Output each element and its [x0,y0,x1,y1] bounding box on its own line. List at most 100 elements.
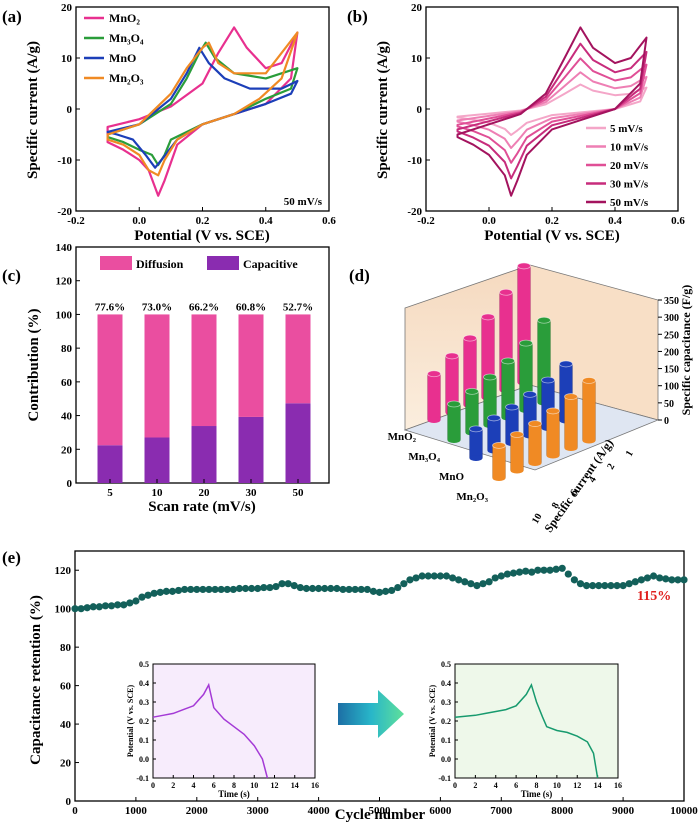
cv-curve-10-mV-s [456,71,648,149]
bar3d-top-Mn2O3-8 [510,431,524,438]
inset-2-y-tick-label: 0.0 [441,755,451,764]
cv-curve-MnO2 [106,26,299,197]
panel-e-x-tick-label: 2000 [186,805,209,817]
retention-point [101,602,110,610]
retention-point [266,583,274,592]
retention-point [150,589,158,597]
bar3d-top-Mn3O4-6 [483,373,497,381]
inset-2-y-tick-label: 0.5 [441,660,451,669]
retention-point [400,580,408,588]
panel-c-y-tick-label: 80 [61,343,73,355]
legend-label-30-mV-s: 30 mV/s [610,179,649,191]
panel-d-material-label-Mn3O4: Mn₃O₄ [408,451,440,463]
panel-d-material-label-MnO: MnO [439,471,465,483]
panel-d-z-tick-label: 50 [664,399,674,410]
retention-point [595,582,603,590]
panel-c-y-tick-label: 60 [61,377,73,389]
legend-label-diffusion: Diffusion [136,257,184,271]
panel-e-y-tick-label: 80 [60,642,72,654]
retention-point [418,572,426,580]
bar-diffusion-50 [285,314,311,404]
retention-point [272,582,280,591]
retention-point [181,585,189,594]
retention-point [357,585,365,594]
retention-point [631,578,639,586]
panel-a-x-tick-label: 0.2 [196,215,210,227]
retention-point [217,585,225,594]
retention-point [528,568,536,576]
bar3d-top-Mn2O3-2 [564,393,578,400]
bar3d-top-Mn3O4-8 [465,387,479,395]
inset-1-x-tick-label: 14 [291,781,299,790]
retention-point [211,585,219,594]
retention-point [327,584,335,593]
bar-capacitive-5 [97,445,123,483]
panel-d-material-label-MnO2: MnO₂ [388,431,417,443]
retention-point [89,603,97,611]
panel-a-y-tick-label: 0 [67,104,73,116]
final-retention-annotation: 115% [637,589,671,604]
panel-b-x-tick-label: 0.4 [608,215,622,227]
panel-d-z-tick-label: 250 [664,330,679,341]
retention-point [680,576,688,584]
bar-capacitive-30 [238,416,264,483]
retention-point [601,582,609,590]
retention-point [515,568,524,576]
retention-point [491,574,499,582]
retention-point [424,572,432,580]
retention-point [162,587,170,595]
panel-d-current-tick-label: 6 [568,488,580,498]
panel-e-x-tick-label: 8000 [551,805,574,817]
bar-data-label-10: 73.0% [142,301,172,313]
y-axis-label-c: Contribution (%) [26,309,42,422]
bar3d-base-Mn2O3-6 [528,460,542,466]
retention-point [461,578,469,586]
panel-c-x-tick-label: 30 [246,487,258,499]
retention-point [168,587,177,595]
panel-e-x-tick-label: 5000 [369,805,392,817]
retention-point [302,584,311,593]
inset-2-y-tick-label: 0.1 [441,736,451,745]
panel-d-current-tick-label: 2 [605,462,617,472]
inset-1-x-tick-label: 16 [311,781,319,790]
retention-point [193,585,201,594]
panel-d-z-tick-label: 300 [664,313,679,324]
panel-b-y-tick-label: 10 [411,53,423,65]
panel-e-y-tick-label: 0 [66,796,72,808]
bar3d-top-MnO-6 [505,403,519,411]
panel-c-x-tick-label: 20 [199,487,211,499]
panel-a-x-tick-label: 0.0 [132,215,146,227]
inset-1-x-tick-label: 12 [271,781,279,790]
panel-label-b: (b) [347,7,368,26]
panel-e-x-tick-label: 1000 [125,805,148,817]
y-axis-label-e: Capacitance retention (%) [28,595,44,765]
inset-2-x-tick-label: 14 [594,781,602,790]
bar3d-top-MnO-4 [523,390,537,398]
bar3d-Mn2O3-8 [510,434,524,471]
bar3d-top-MnO2-10 [427,370,441,378]
inset-1-y-axis-label: Potential (V vs. SCE) [126,685,135,758]
retention-point [509,569,518,577]
retention-point [570,576,578,584]
retention-point [95,603,103,611]
retention-point [625,580,633,588]
panel-d-current-tick-label: 4 [587,475,599,485]
panel-b-y-tick-label: -10 [407,155,422,167]
legend-label-Mn2O3: Mn₂O₃ [109,71,144,85]
retention-point [582,582,591,590]
retention-point [315,584,323,593]
inset-1-y-tick-label: 0.0 [139,755,149,764]
bar-capacitive-20 [191,426,217,483]
panel-e-x-tick-label: 4000 [308,805,331,817]
retention-point [540,566,548,574]
bar3d-top-MnO-8 [487,414,501,422]
bar3d-base-Mn2O3-4 [546,452,560,459]
x-axis-label-e: Cycle number [335,807,426,823]
inset-1-x-tick-label: 0 [151,781,155,790]
cv-curve-MnO [106,46,299,169]
inset-2-y-tick-label: -0.1 [438,774,451,783]
retention-point [467,580,475,588]
retention-point [260,583,268,592]
panel-e-y-tick-label: 120 [55,565,72,577]
bar3d-top-MnO2-8 [445,352,459,360]
